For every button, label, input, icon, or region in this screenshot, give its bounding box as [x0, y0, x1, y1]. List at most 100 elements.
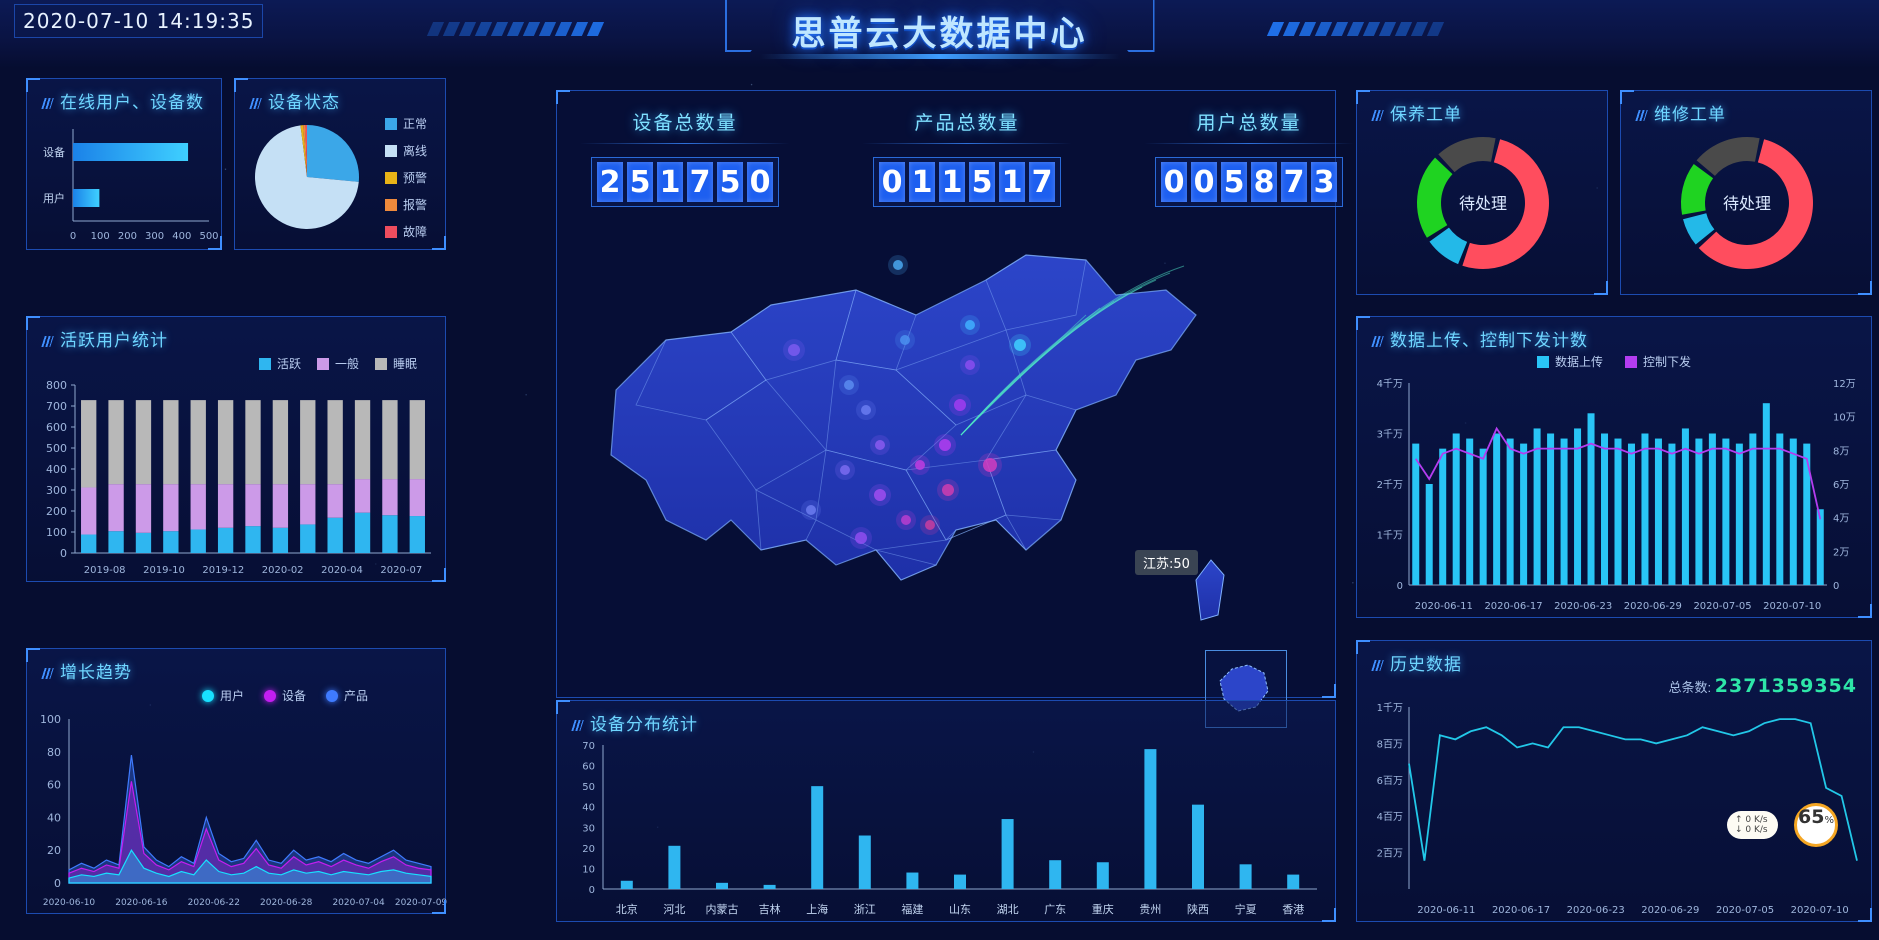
header-slash [1282, 22, 1301, 36]
legend-swatch [385, 225, 397, 238]
legend-item[interactable]: 一般 [317, 355, 359, 372]
svg-text:贵州: 贵州 [1139, 903, 1161, 916]
svg-text:6万: 6万 [1833, 480, 1849, 491]
legend-item[interactable]: 预警 [385, 169, 427, 186]
svg-text:2020-06-23: 2020-06-23 [1567, 905, 1625, 916]
svg-text:80: 80 [47, 746, 61, 759]
legend-item[interactable]: 正常 [385, 115, 427, 132]
chart-device-distribution: 0 10 20 30 40 50 60 70 北京 河北 内蒙古 吉林 上海 浙江 福建 山东 湖北 广东 重庆 贵州… [557, 735, 1337, 923]
legend-item[interactable]: 设备 [264, 687, 306, 704]
svg-text:10万: 10万 [1833, 413, 1856, 424]
svg-text:2020-07-05: 2020-07-05 [1716, 905, 1774, 916]
history-total-value: 2371359354 [1714, 675, 1857, 697]
svg-text:待处理: 待处理 [1459, 195, 1507, 213]
svg-text:2020-06-11: 2020-06-11 [1417, 905, 1475, 916]
svg-text:广东: 广东 [1044, 903, 1066, 916]
svg-text:0: 0 [589, 885, 595, 896]
header-slash [554, 22, 573, 36]
legend-label: 正常 [403, 117, 428, 131]
legend-growth-trend: 用户 设备 产品 [202, 687, 368, 704]
legend-item[interactable]: 睡眠 [375, 355, 417, 372]
svg-text:河北: 河北 [663, 903, 685, 916]
svg-text:30: 30 [582, 823, 595, 834]
svg-text:4万: 4万 [1833, 514, 1849, 525]
panel-title-history: 历史数据 [1371, 650, 1462, 675]
svg-text:500: 500 [46, 442, 67, 455]
svg-text:2020-06-23: 2020-06-23 [1554, 601, 1612, 612]
svg-text:400: 400 [172, 231, 191, 242]
kpi-digit: 1 [999, 162, 1025, 202]
legend-swatch [202, 689, 214, 702]
svg-text:2019-12: 2019-12 [202, 565, 244, 576]
header-slash [474, 22, 493, 36]
svg-text:陕西: 陕西 [1187, 902, 1209, 916]
legend-device-status: 正常离线预警报警故障 [385, 115, 427, 240]
header-slash [1362, 22, 1381, 36]
svg-text:湖北: 湖北 [997, 903, 1019, 916]
svg-text:2万: 2万 [1833, 547, 1849, 558]
svg-text:2020-07-09: 2020-07-09 [395, 898, 447, 908]
svg-text:2019-08: 2019-08 [84, 565, 126, 576]
legend-swatch [385, 144, 397, 157]
chart-online-users-devices: 0 100 200 300 400 500 设备 用户 [27, 115, 223, 251]
download-speed: ↓ 0 K/s [1735, 825, 1768, 835]
legend-item[interactable]: 控制下发 [1625, 353, 1691, 370]
svg-text:8万: 8万 [1833, 446, 1849, 457]
svg-text:300: 300 [145, 231, 164, 242]
legend-item[interactable]: 活跃 [259, 355, 301, 372]
svg-text:内蒙古: 内蒙古 [706, 902, 739, 916]
svg-text:2020-07-05: 2020-07-05 [1693, 601, 1751, 612]
panel-title-upload: 数据上传、控制下发计数 [1371, 326, 1588, 351]
legend-label: 活跃 [277, 357, 302, 371]
history-total-count: 总条数: 2371359354 [1669, 675, 1857, 697]
title-mark-icon [41, 98, 54, 109]
kpi-digit: 5 [969, 162, 995, 202]
legend-label: 设备 [282, 689, 307, 703]
chart-repair-donut: 待处理 [1621, 117, 1873, 296]
legend-swatch [264, 689, 277, 702]
title-mark-icon [41, 336, 54, 347]
svg-text:2020-02: 2020-02 [262, 565, 304, 576]
legend-swatch [385, 171, 397, 184]
kpi-digit: 1 [909, 162, 935, 202]
legend-item[interactable]: 用户 [202, 687, 244, 704]
legend-label: 数据上传 [1555, 355, 1604, 369]
legend-item[interactable]: 故障 [385, 223, 427, 240]
svg-text:800: 800 [46, 379, 67, 392]
svg-text:500: 500 [199, 231, 218, 242]
kpi-digit: 0 [1161, 162, 1187, 202]
title-mark-icon [1371, 336, 1384, 347]
svg-text:0: 0 [60, 547, 67, 560]
legend-item[interactable]: 报警 [385, 196, 427, 213]
title-mark-icon [571, 720, 584, 731]
legend-active-users: 活跃 一般 睡眠 [259, 355, 417, 372]
legend-label: 预警 [403, 171, 428, 185]
svg-text:浙江: 浙江 [854, 903, 876, 916]
header-slash [1314, 22, 1333, 36]
header-slash [1378, 22, 1397, 36]
svg-text:3千万: 3千万 [1377, 429, 1403, 441]
panel-online-users-devices: 在线用户、设备数 0 100 200 300 400 500 设备 用户 [26, 78, 222, 250]
header-slash [1410, 22, 1429, 36]
svg-text:福建: 福建 [901, 902, 923, 916]
svg-text:8百万: 8百万 [1377, 738, 1403, 750]
svg-text:0: 0 [54, 877, 61, 890]
title-underline [759, 54, 1120, 59]
legend-label: 报警 [403, 198, 428, 212]
kpi-digit: 7 [1029, 162, 1055, 202]
legend-swatch [317, 357, 330, 370]
legend-item[interactable]: 离线 [385, 142, 427, 159]
header-slash [1266, 22, 1285, 36]
legend-item[interactable]: 数据上传 [1537, 353, 1603, 370]
kpi-digit: 5 [627, 162, 653, 202]
svg-text:700: 700 [46, 400, 67, 413]
kpi-counter: 用户总数量 0 0 5 8 7 3 [1144, 108, 1354, 207]
legend-item[interactable]: 产品 [326, 687, 368, 704]
panel-device-distribution: 设备分布统计 0 10 20 30 40 50 60 70 北京 河北 内蒙古 吉林 上海 浙江 福建 山东 湖… [556, 700, 1336, 922]
svg-text:2020-07-10: 2020-07-10 [1763, 601, 1821, 612]
svg-text:100: 100 [91, 231, 110, 242]
svg-text:2百万: 2百万 [1377, 848, 1403, 860]
legend-label: 用户 [220, 689, 245, 703]
kpi-digit: 7 [1281, 162, 1307, 202]
